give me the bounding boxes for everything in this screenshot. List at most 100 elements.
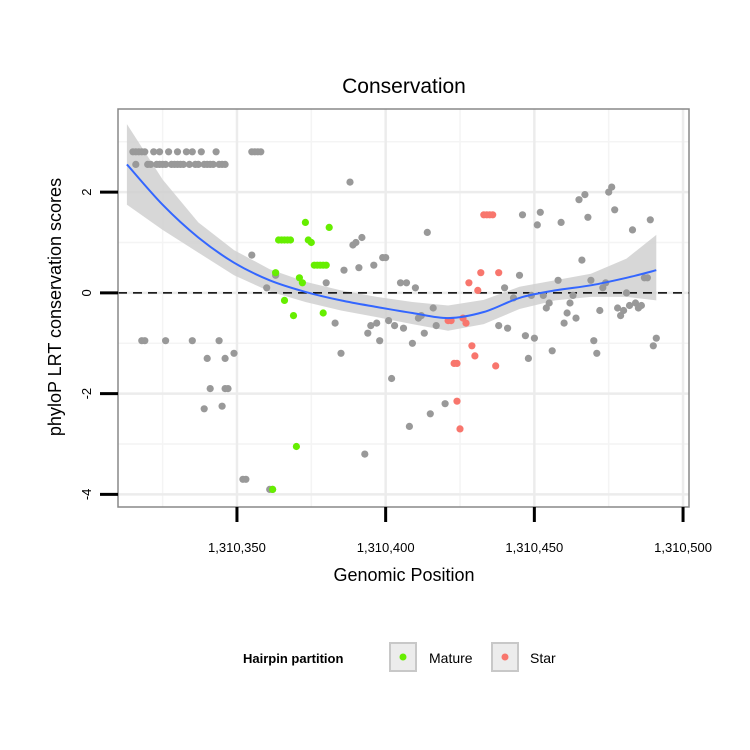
data-point-other	[224, 385, 232, 393]
data-point-star	[471, 352, 479, 360]
data-point-other	[263, 284, 271, 292]
data-point-star	[468, 342, 476, 350]
data-point-other	[382, 254, 390, 262]
data-point-star	[477, 269, 485, 277]
data-point-mature	[292, 442, 300, 451]
legend-dot-star	[501, 653, 509, 661]
data-point-other	[173, 148, 182, 156]
data-point-other	[367, 322, 375, 330]
x-axis-title: Genomic Position	[333, 565, 474, 585]
data-point-other	[429, 304, 437, 312]
data-point-other	[402, 279, 411, 287]
data-point-other	[188, 337, 196, 345]
data-point-other	[584, 213, 592, 221]
data-point-other	[504, 324, 512, 332]
data-point-other	[197, 148, 205, 156]
data-point-other	[346, 178, 354, 186]
data-point-other	[554, 276, 562, 284]
data-point-other	[141, 148, 149, 156]
data-point-other	[566, 299, 574, 307]
data-point-other	[337, 349, 345, 357]
data-point-other	[355, 264, 363, 272]
data-point-other	[141, 337, 149, 345]
data-point-other	[628, 226, 637, 234]
data-point-other	[132, 160, 140, 168]
data-point-other	[536, 208, 544, 216]
data-point-other	[156, 148, 164, 156]
legend-label-mature: Mature	[429, 650, 473, 666]
data-point-mature	[322, 261, 330, 269]
data-point-other	[147, 160, 155, 168]
data-point-other	[411, 284, 419, 292]
data-point-other	[322, 279, 330, 287]
data-point-star	[465, 279, 473, 287]
data-point-other	[396, 279, 405, 287]
data-point-other	[215, 337, 223, 345]
data-point-other	[182, 148, 190, 156]
data-point-other	[643, 274, 652, 282]
data-point-other	[179, 160, 187, 168]
data-point-other	[358, 233, 366, 242]
data-point-other	[385, 317, 393, 325]
data-point-other	[572, 314, 580, 322]
data-point-other	[593, 349, 601, 357]
data-point-other	[218, 402, 226, 410]
data-point-other	[209, 160, 217, 168]
data-point-other	[423, 228, 431, 236]
data-point-other	[575, 196, 583, 204]
x-tick-label: 1,310,350	[208, 540, 266, 555]
y-tick-label: 0	[79, 289, 94, 296]
data-point-mature	[269, 485, 277, 493]
data-point-mature	[301, 218, 309, 226]
data-point-mature	[280, 296, 289, 304]
data-point-other	[545, 299, 553, 307]
data-point-star	[495, 269, 503, 277]
data-point-other	[370, 261, 378, 269]
data-point-other	[212, 148, 220, 156]
data-point-other	[165, 148, 173, 156]
data-point-other	[521, 332, 530, 340]
data-point-star	[492, 362, 500, 370]
data-point-other	[596, 306, 604, 315]
data-point-star	[462, 319, 470, 327]
x-tick-label: 1,310,400	[357, 540, 415, 555]
data-point-star	[474, 286, 482, 294]
data-point-other	[405, 422, 413, 430]
data-point-other	[637, 301, 646, 310]
data-point-star	[489, 211, 497, 219]
data-point-other	[608, 183, 616, 191]
data-point-star	[453, 359, 461, 367]
y-tick-label: -2	[79, 388, 94, 400]
data-point-other	[388, 374, 396, 383]
data-point-other	[361, 450, 369, 458]
data-point-mature	[298, 279, 306, 287]
data-point-other	[242, 475, 250, 483]
x-tick-label: 1,310,450	[505, 540, 563, 555]
data-point-mature	[289, 312, 298, 320]
y-tick-label: 2	[79, 189, 94, 196]
data-point-other	[569, 291, 577, 299]
data-point-other	[185, 160, 193, 168]
data-point-other	[560, 319, 568, 327]
data-point-other	[162, 337, 170, 345]
data-point-other	[364, 329, 372, 337]
data-point-other	[257, 148, 265, 156]
data-point-other	[408, 339, 416, 347]
data-point-other	[652, 334, 660, 342]
data-point-other	[376, 337, 384, 345]
data-point-other	[426, 410, 434, 418]
data-point-mature	[319, 309, 327, 317]
data-point-mature	[307, 238, 315, 247]
panel-border	[117, 108, 690, 508]
data-point-other	[221, 354, 229, 362]
data-point-other	[420, 329, 428, 337]
data-point-other	[441, 400, 449, 408]
data-point-other	[563, 309, 571, 317]
data-point-other	[399, 324, 408, 332]
data-point-other	[587, 276, 595, 284]
legend: Hairpin partition Mature Star	[243, 642, 556, 672]
data-point-mature	[272, 269, 280, 277]
data-point-other	[611, 206, 619, 214]
data-point-other	[221, 160, 229, 168]
